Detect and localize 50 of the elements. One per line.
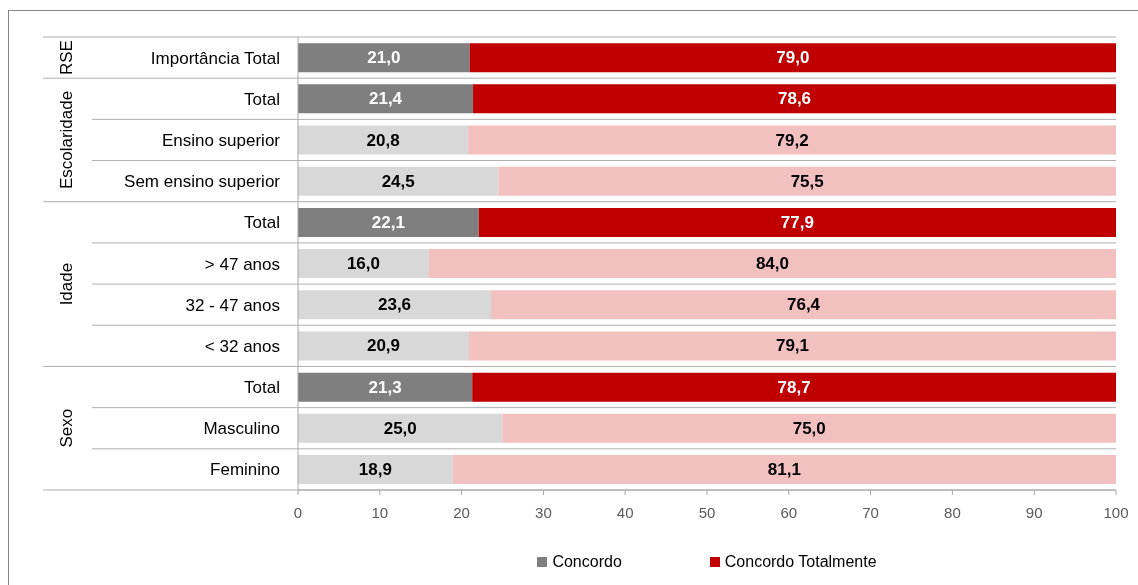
data-label: 75,5	[790, 171, 824, 191]
data-label: 77,9	[780, 212, 814, 232]
data-label: 24,5	[381, 171, 415, 191]
x-tick-label: 80	[944, 503, 961, 521]
y-tick-label: > 47 anos	[204, 254, 280, 274]
data-label: 21,3	[368, 377, 402, 397]
y-tick-label: Masculino	[203, 419, 280, 439]
x-tick-label: 0	[293, 503, 303, 521]
data-label: 20,8	[366, 130, 400, 150]
x-tick-label: 50	[698, 503, 716, 521]
y-tick-label: Total	[244, 378, 280, 398]
y-tick-label: < 32 anos	[204, 336, 280, 356]
data-label: 79,1	[775, 336, 810, 356]
x-tick-label: 30	[535, 503, 552, 521]
data-label: 79,0	[776, 48, 810, 68]
data-label: 25,0	[383, 418, 417, 438]
legend-label: Concordo Totalmente	[723, 553, 877, 571]
data-label: 84,0	[755, 254, 789, 274]
data-label: 21,4	[368, 89, 403, 109]
y-tick-label: Total	[244, 213, 280, 233]
legend-label: Concordo	[551, 553, 622, 571]
data-label: 20,9	[366, 336, 401, 356]
data-label: 22,1	[371, 212, 405, 232]
y-tick-label: Sem ensino superior	[124, 172, 281, 192]
data-label: 81,1	[767, 460, 801, 479]
y-tick-label: 32 - 47 anos	[185, 295, 280, 315]
x-tick-label: 20	[453, 503, 470, 521]
x-tick-label: 10	[371, 503, 389, 521]
y-tick-label: Feminino	[210, 460, 280, 480]
x-tick-label: 60	[780, 503, 798, 521]
data-label: 23,6	[377, 295, 412, 315]
data-label: 78,6	[777, 89, 812, 109]
data-label: 16,0	[346, 254, 380, 274]
text: Escolaridade	[56, 90, 76, 190]
y-tick-label: Ensino superior	[161, 130, 281, 150]
data-label: 21,0	[367, 48, 401, 68]
data-label: 79,2	[775, 130, 809, 150]
x-tick-label: 100	[1103, 503, 1129, 521]
text: Idade	[56, 262, 76, 306]
x-tick-label: 70	[862, 503, 879, 521]
data-label: 76,4	[786, 295, 821, 315]
text: RSE	[56, 40, 76, 76]
y-tick-label: Total	[244, 89, 280, 109]
x-tick-label: 40	[616, 503, 634, 521]
data-label: 75,0	[792, 418, 826, 438]
data-label: 18,9	[358, 460, 392, 479]
text: Sexo	[56, 408, 76, 448]
x-tick-label: 90	[1025, 503, 1043, 521]
data-label: 78,7	[777, 377, 811, 397]
y-tick-label: Importância Total	[150, 48, 280, 68]
